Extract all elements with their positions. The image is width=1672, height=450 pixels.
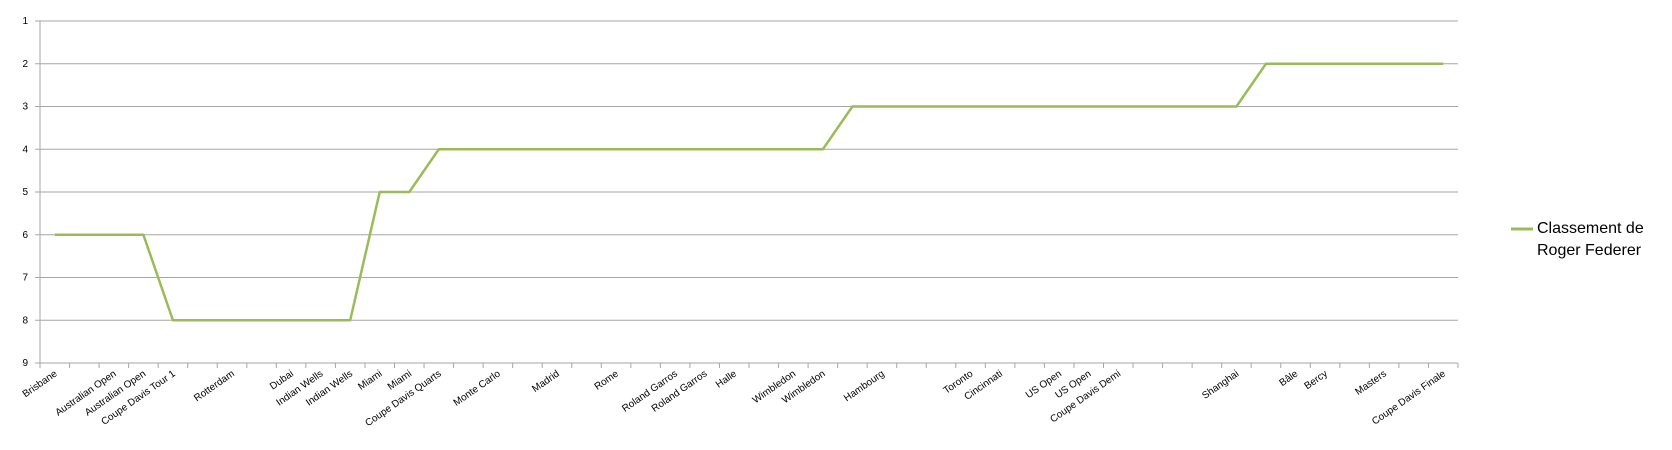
x-tick-label: Monte Carlo <box>452 368 503 409</box>
x-tick-label: Hambourg <box>842 368 887 404</box>
x-tick-label: Shanghai <box>1200 368 1241 401</box>
y-tick-label: 1 <box>22 16 28 27</box>
data-line <box>54 62 1444 322</box>
y-tick-label: 9 <box>22 358 28 369</box>
x-tick-label: Halle <box>714 368 739 390</box>
y-tick-label: 5 <box>22 187 28 198</box>
x-tick-label: Brisbane <box>21 368 60 400</box>
y-tick-label: 8 <box>22 315 28 326</box>
x-tick-label: Madrid <box>530 368 561 395</box>
x-tick-label: Miami <box>356 368 384 392</box>
y-tick-label: 7 <box>22 273 28 284</box>
x-tick-label: Bercy <box>1303 368 1330 392</box>
y-tick-label: 2 <box>22 59 28 70</box>
legend-label: Classement de Roger Federer <box>1537 220 1644 259</box>
x-tick-label: Bâle <box>1278 368 1301 389</box>
x-tick-label: Rome <box>593 368 622 393</box>
y-tick-label: 3 <box>22 102 28 113</box>
x-tick-label: Rotterdam <box>192 368 237 404</box>
x-tick-label: Masters <box>1353 368 1388 397</box>
y-tick-label: 6 <box>22 230 28 241</box>
y-tick-label: 4 <box>22 144 28 155</box>
